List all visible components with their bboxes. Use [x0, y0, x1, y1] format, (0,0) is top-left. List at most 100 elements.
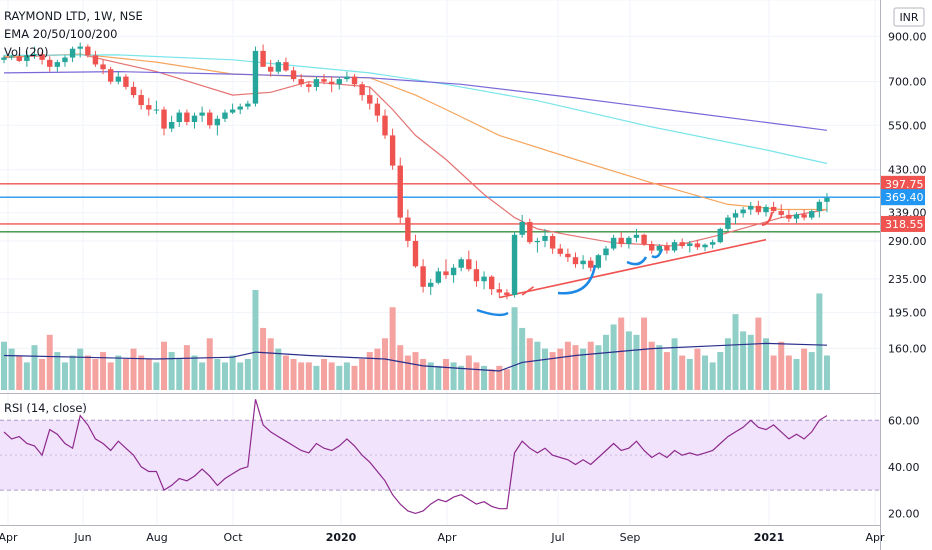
- candle-body: [443, 271, 449, 276]
- candle-body: [428, 282, 434, 287]
- volume-bar: [549, 352, 556, 390]
- candle-body: [77, 46, 83, 49]
- volume-bar: [572, 345, 579, 390]
- candle-body: [107, 69, 114, 82]
- candle-body: [527, 222, 533, 243]
- volume-bar: [679, 355, 686, 390]
- volume-bar: [153, 362, 160, 390]
- candle-body: [328, 81, 335, 85]
- candle-body: [153, 109, 160, 111]
- candle-body: [123, 76, 129, 87]
- candle-body: [115, 76, 121, 82]
- volume-bar: [313, 365, 320, 390]
- horizontal-levels: [0, 183, 880, 233]
- volume-bar: [442, 358, 449, 390]
- candle-body: [694, 243, 701, 248]
- volume-bar: [785, 355, 792, 390]
- volume-bar: [793, 358, 800, 390]
- candle-body: [603, 248, 609, 256]
- candle-body: [534, 240, 541, 243]
- volume-bar: [107, 362, 114, 390]
- price-axis-labels[interactable]: 900.00700.00550.00430.00339.00290.00235.…: [888, 30, 927, 355]
- volume-bar: [31, 345, 38, 390]
- candle-body: [191, 115, 198, 123]
- candle-body: [572, 257, 579, 265]
- volume-bar: [625, 331, 632, 390]
- symbol-legend[interactable]: RAYMOND LTD, 1W, NSE: [4, 9, 143, 23]
- rsi-legend[interactable]: RSI (14, close): [4, 401, 87, 415]
- ema-legend[interactable]: EMA 20/50/100/200: [4, 27, 118, 41]
- candle-body: [565, 253, 571, 258]
- volume-legend[interactable]: Vol (20): [4, 45, 48, 59]
- time-axis-labels[interactable]: Apr Jun Aug Oct 2020 Apr Jul Sep 2021 Apr: [0, 531, 885, 544]
- candle-body: [92, 55, 99, 65]
- volume-bar: [244, 358, 251, 390]
- volume-bar: [618, 317, 625, 390]
- candle-body: [130, 86, 137, 96]
- candle-body: [184, 112, 190, 123]
- rsi-line: [3, 399, 828, 515]
- candle-body: [450, 267, 457, 276]
- candle-body: [283, 62, 289, 71]
- price-tick-label: 290.00: [888, 235, 927, 248]
- candle-body: [420, 266, 426, 287]
- candle-body: [610, 237, 617, 249]
- time-tick-label: Apr: [437, 531, 457, 544]
- volume-bar: [420, 358, 427, 390]
- volume-bar: [359, 358, 366, 390]
- candle-body: [496, 289, 502, 293]
- support-trendline: [499, 238, 767, 299]
- volume-bar: [458, 365, 465, 390]
- price-flag-label: 397.75: [885, 178, 924, 191]
- volume-bar: [587, 341, 594, 390]
- price-tick-label: 235.00: [888, 273, 927, 286]
- candle-body: [237, 106, 243, 110]
- candle-body: [664, 245, 670, 251]
- volume-bar: [610, 324, 617, 390]
- volume-bar: [8, 348, 15, 390]
- candle-body: [687, 243, 693, 246]
- volume-bar: [671, 338, 678, 390]
- currency-badge[interactable]: [893, 7, 925, 27]
- volume-bar: [473, 362, 480, 390]
- candle-body: [374, 103, 381, 116]
- ema-line: [3, 53, 827, 211]
- volume-bar: [724, 338, 731, 390]
- candle-body: [214, 118, 221, 126]
- volume-bar: [557, 348, 564, 390]
- blue-curve: [557, 264, 597, 295]
- volume-bar: [450, 362, 457, 390]
- candle-body: [809, 211, 815, 218]
- volume-bar: [54, 352, 61, 390]
- volume-bar: [298, 362, 305, 390]
- candle-body: [473, 269, 480, 282]
- time-tick-label: Apr: [0, 531, 18, 544]
- volume-bar: [366, 352, 373, 390]
- candle-body: [595, 255, 602, 268]
- rsi-band-lines: [0, 419, 880, 491]
- volume-bar: [328, 362, 335, 390]
- volume-bar: [694, 348, 701, 390]
- volume-bar: [1, 341, 7, 390]
- candle-body: [252, 50, 259, 104]
- volume-bar: [770, 355, 777, 390]
- rsi-axis-labels[interactable]: 60.00 40.00 20.00: [888, 414, 920, 520]
- candle-body: [321, 79, 327, 82]
- volume-bar: [732, 314, 739, 390]
- candle-body: [298, 79, 304, 85]
- candle-body: [481, 276, 487, 282]
- volume-bar: [686, 358, 693, 390]
- time-tick-label: Jun: [73, 531, 91, 544]
- candle-body: [54, 62, 61, 67]
- ema-line: [3, 54, 828, 165]
- candle-body: [542, 236, 548, 241]
- volume-bars: [1, 290, 830, 390]
- volume-bar: [740, 331, 747, 390]
- volume-bar: [488, 369, 495, 390]
- price-tick-label: 900.00: [888, 30, 927, 43]
- candle-body: [306, 84, 312, 87]
- volume-bar: [778, 341, 785, 390]
- price-tick-label: 700.00: [888, 76, 927, 89]
